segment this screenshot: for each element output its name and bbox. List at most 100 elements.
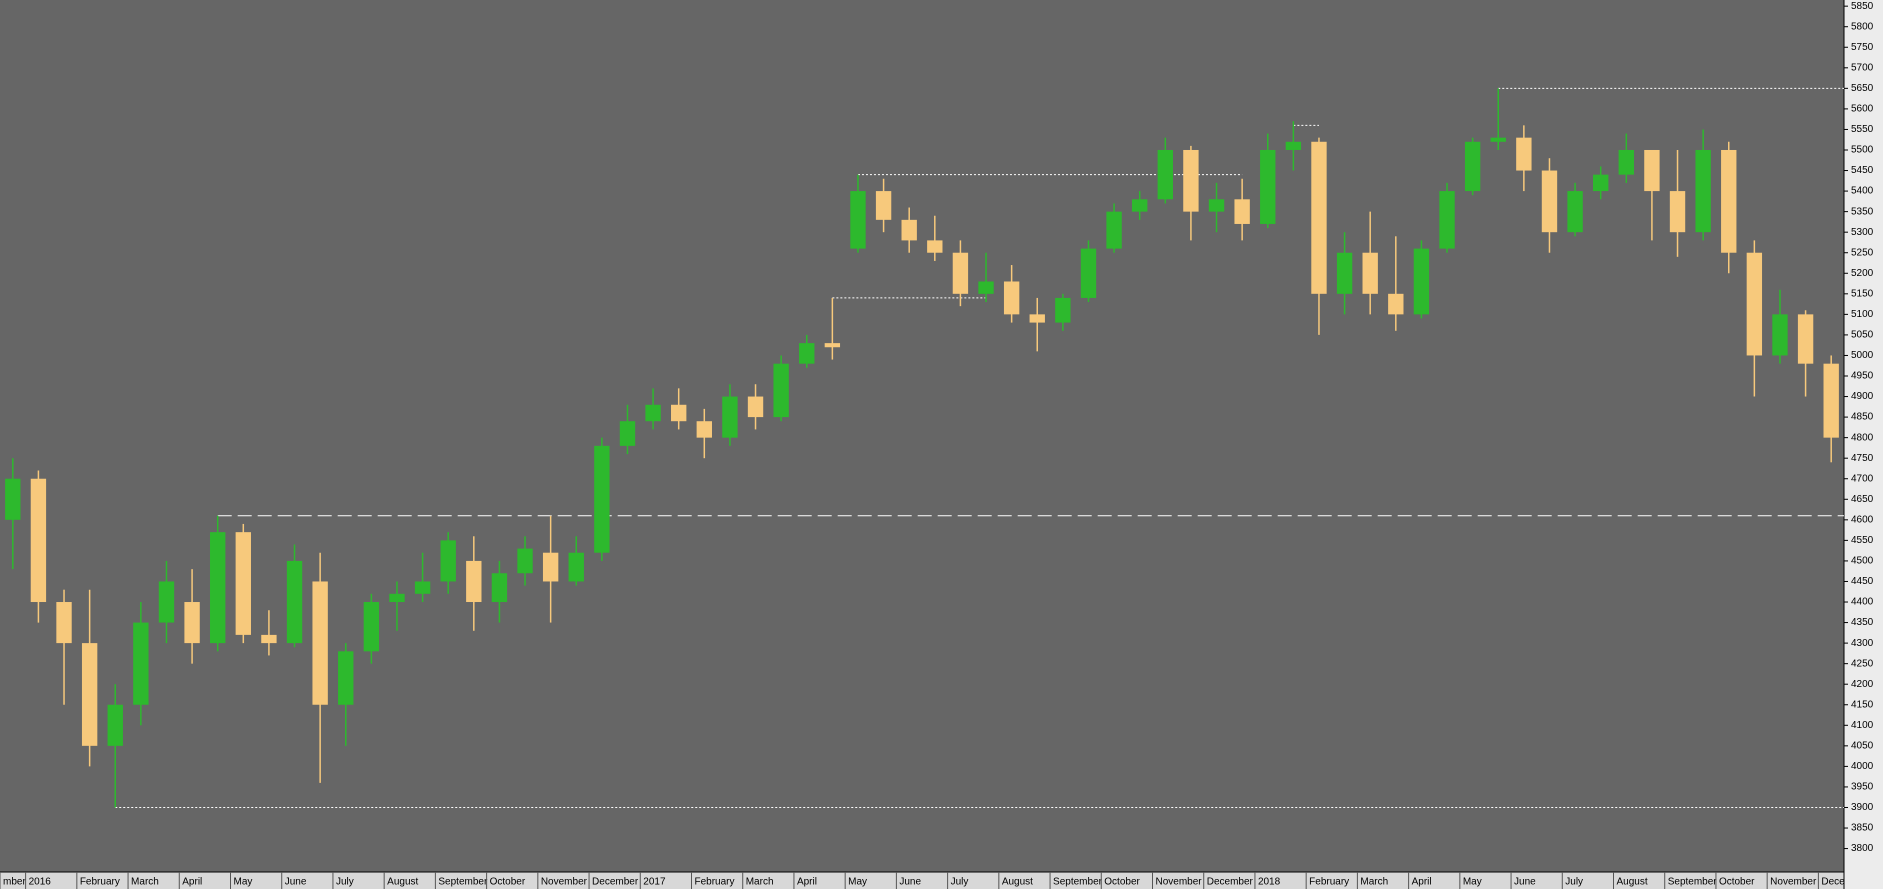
y-tick-label: 5650	[1851, 83, 1874, 94]
candle-body	[1464, 141, 1481, 192]
candle-body	[440, 540, 456, 582]
y-tick-label: 4100	[1851, 720, 1874, 731]
candle-body	[261, 634, 277, 644]
candle-body	[594, 445, 610, 553]
candle-body	[645, 404, 661, 422]
candle-body	[978, 281, 994, 294]
candle-body	[875, 191, 892, 220]
y-tick-label: 4750	[1851, 453, 1874, 464]
y-tick-label: 4150	[1851, 699, 1874, 710]
y-tick-label: 5500	[1851, 145, 1874, 156]
x-tick-label: 2016	[29, 877, 52, 888]
candle-body	[1362, 252, 1378, 294]
candle-body	[210, 532, 226, 644]
candle-body	[568, 552, 584, 582]
y-tick-label: 4550	[1851, 535, 1874, 546]
candle-body	[1541, 170, 1558, 233]
y-tick-label: 5050	[1851, 330, 1874, 341]
x-tick-label: August	[1617, 877, 1648, 888]
x-tick-label: July	[951, 877, 969, 888]
y-tick-label: 3950	[1851, 782, 1874, 793]
y-tick-label: 4700	[1851, 473, 1874, 484]
y-tick-label: 4450	[1851, 576, 1874, 587]
y-tick-label: 4600	[1851, 514, 1874, 525]
candle-body	[1516, 137, 1532, 171]
candle-body	[722, 396, 738, 438]
x-tick-label: 2017	[643, 877, 666, 888]
candle-body	[1260, 149, 1276, 224]
x-tick-label: September	[1668, 877, 1718, 888]
x-axis-strip	[0, 872, 1844, 889]
candle-body	[286, 560, 303, 644]
x-tick-label: July	[1565, 877, 1583, 888]
y-tick-label: 4250	[1851, 658, 1874, 669]
y-tick-label: 4900	[1851, 391, 1874, 402]
candle-body	[824, 343, 841, 348]
x-tick-label: April	[182, 877, 202, 888]
candle-body	[363, 602, 380, 652]
y-tick-label: 4950	[1851, 371, 1874, 382]
candle-body	[184, 602, 200, 644]
candle-body	[619, 421, 636, 446]
candle-body	[1669, 191, 1686, 233]
x-tick-label: August	[387, 877, 418, 888]
x-tick-label: November	[1770, 877, 1817, 888]
candle-body	[158, 581, 175, 623]
candle-body	[133, 622, 149, 705]
candle-body	[1567, 191, 1583, 233]
candle-body	[799, 343, 815, 364]
candle-body	[1413, 248, 1430, 315]
candle-body	[1003, 281, 1020, 315]
candle-body	[338, 651, 354, 705]
candle-body	[466, 560, 482, 603]
candle-body	[81, 643, 98, 746]
plot-area	[0, 0, 1844, 872]
candle-body	[927, 240, 943, 253]
candle-body	[1388, 293, 1404, 315]
y-tick-label: 5750	[1851, 42, 1874, 53]
y-tick-label: 5450	[1851, 165, 1874, 176]
candle-body	[1234, 199, 1250, 224]
y-tick-label: 5100	[1851, 309, 1874, 320]
candle-body	[542, 552, 559, 582]
x-tick-label: June	[899, 877, 921, 888]
y-tick-label: 5200	[1851, 268, 1874, 279]
candle-body	[1439, 191, 1455, 249]
candle-body	[1593, 174, 1609, 192]
candle-body	[1336, 252, 1353, 294]
candle-body	[235, 532, 251, 635]
x-tick-label: December	[1207, 877, 1254, 888]
candle-body	[1746, 252, 1763, 356]
x-tick-label: May	[848, 877, 867, 888]
x-tick-label: March	[746, 877, 774, 888]
candle-body	[1311, 141, 1327, 294]
candle-body	[1132, 199, 1148, 212]
candle-body	[1208, 199, 1225, 212]
x-tick-label: October	[1719, 877, 1755, 888]
x-tick-label: April	[797, 877, 817, 888]
y-tick-label: 4400	[1851, 597, 1874, 608]
candle-body	[1823, 363, 1839, 438]
candle-body	[517, 548, 533, 574]
candle-body	[1695, 149, 1711, 233]
y-axis-strip	[1844, 0, 1883, 889]
y-tick-label: 3850	[1851, 823, 1874, 834]
y-tick-label: 4800	[1851, 432, 1874, 443]
candle-body	[901, 219, 917, 241]
candle-body	[696, 421, 712, 438]
x-tick-label: February	[80, 877, 120, 888]
candle-body	[30, 478, 47, 603]
y-tick-label: 4350	[1851, 617, 1874, 628]
candle-body	[107, 704, 123, 746]
x-tick-label: May	[234, 877, 253, 888]
x-tick-label: October	[490, 877, 526, 888]
candle-body	[1157, 149, 1173, 200]
candle-body	[850, 191, 866, 249]
y-tick-label: 5350	[1851, 206, 1874, 217]
candle-body	[1772, 314, 1788, 356]
x-tick-label: September	[438, 877, 488, 888]
candle-body	[1490, 137, 1506, 142]
x-tick-label: November	[1156, 877, 1203, 888]
